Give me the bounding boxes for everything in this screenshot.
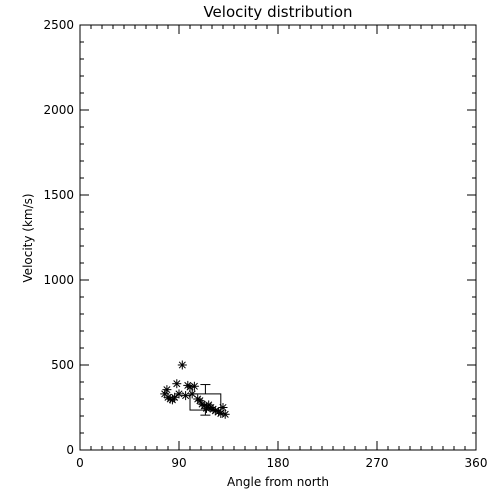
y-tick-label: 2000: [43, 103, 74, 117]
chart-title: Velocity distribution: [203, 3, 352, 21]
data-point: [218, 403, 228, 412]
data-points: [160, 360, 230, 419]
x-tick-label: 90: [171, 456, 186, 470]
y-tick-label: 1000: [43, 273, 74, 287]
data-point: [220, 409, 230, 419]
tick-labels: 0 90 180 270 360 0 500 1000 1500 2000 2500: [43, 18, 487, 470]
data-point: [174, 389, 184, 399]
x-tick-label: 180: [267, 456, 290, 470]
data-point: [177, 360, 187, 370]
data-point: [189, 381, 199, 391]
y-tick-label: 0: [66, 443, 74, 457]
plot-area-frame: [79, 24, 477, 451]
x-tick-label: 360: [465, 456, 488, 470]
y-tick-label: 2500: [43, 18, 74, 32]
axis-ticks: [79, 24, 477, 451]
y-axis-label: Velocity (km/s): [21, 193, 35, 282]
x-tick-label: 0: [76, 456, 84, 470]
data-point: [172, 379, 182, 389]
data-point: [162, 385, 172, 395]
y-tick-label: 500: [51, 358, 74, 372]
y-tick-label: 1500: [43, 188, 74, 202]
data-point: [181, 391, 191, 401]
x-axis-label: Angle from north: [227, 475, 329, 489]
x-tick-label: 270: [366, 456, 389, 470]
box-plot: [189, 384, 222, 416]
data-point: [187, 389, 197, 399]
